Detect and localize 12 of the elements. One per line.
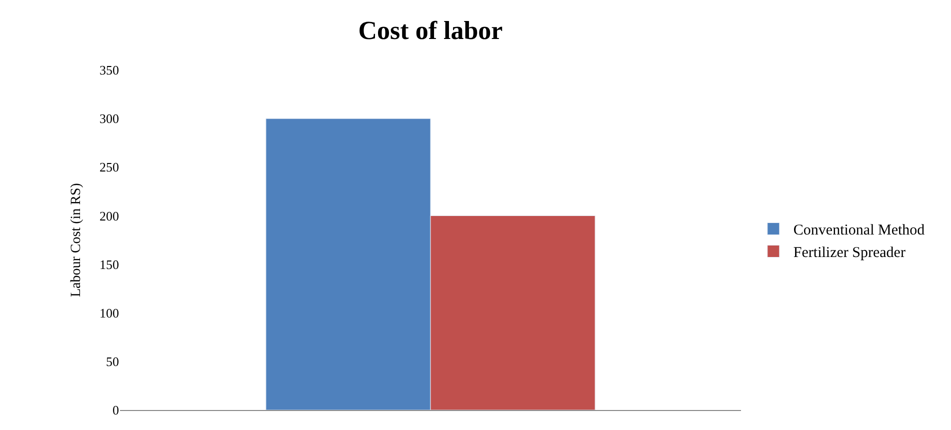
y-tick-label: 0 — [112, 402, 119, 418]
y-tick-label: 250 — [100, 160, 119, 175]
legend-label: Fertilizer Spreader — [793, 245, 906, 262]
chart-title: Cost of labor — [358, 16, 503, 46]
y-tick-label: 100 — [100, 305, 119, 320]
y-tick-label: 200 — [100, 208, 119, 224]
y-axis-title: Labour Cost (in RS) — [69, 182, 84, 297]
y-tick-label: 350 — [100, 62, 119, 78]
y-tick-label: 150 — [100, 256, 119, 272]
y-tick-label: 50 — [106, 354, 119, 369]
legend-label: Conventional Method — [793, 222, 926, 239]
y-tick-label: 300 — [100, 111, 119, 126]
